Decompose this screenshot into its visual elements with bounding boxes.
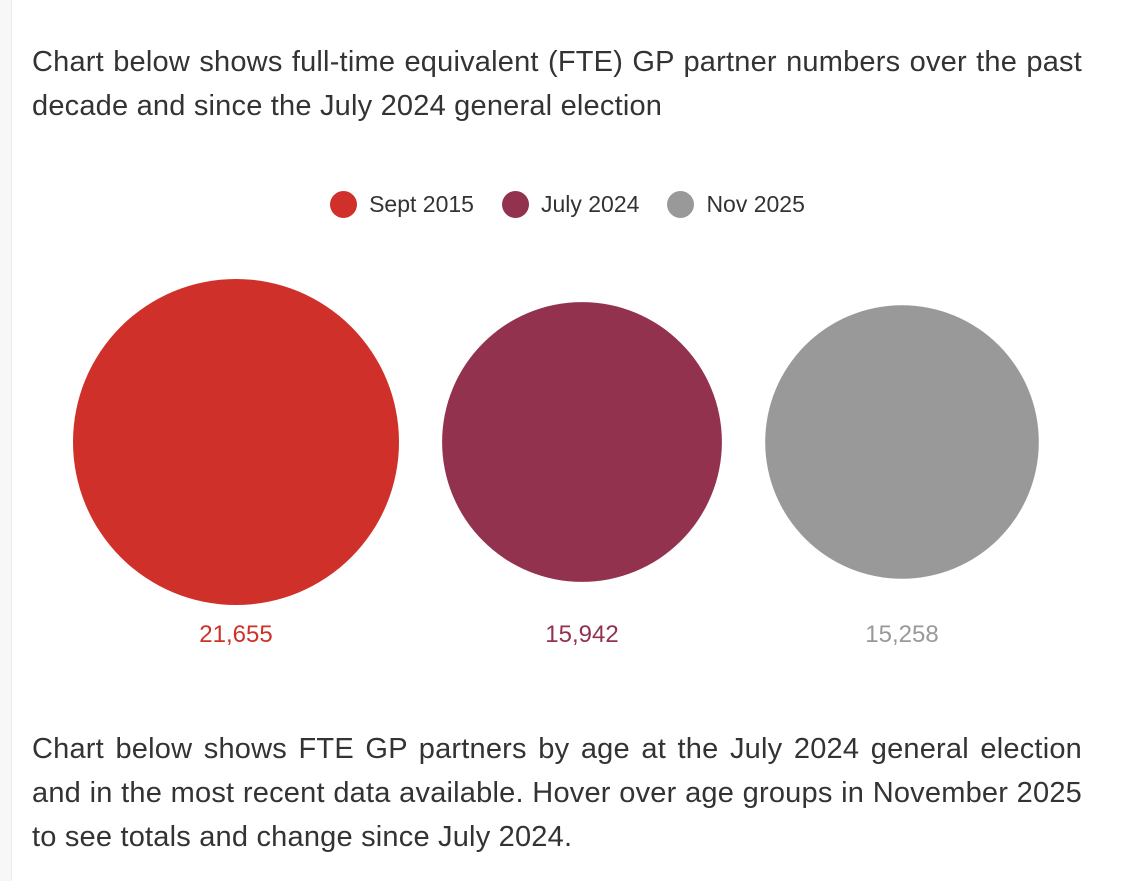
bubble-sept-2015[interactable] (73, 279, 399, 605)
legend-label-sept-2015: Sept 2015 (369, 190, 474, 217)
legend-dot-july-2024 (501, 190, 529, 218)
legend-item-sept-2015[interactable]: Sept 2015 (330, 190, 474, 218)
bubble-nov-2025[interactable] (765, 305, 1039, 579)
legend-dot-nov-2025 (667, 190, 695, 218)
chart-intro-text: Chart below shows full-time equivalent (… (32, 46, 1082, 122)
legend-label-july-2024: July 2024 (540, 190, 640, 217)
chart-legend: Sept 2015 July 2024 Nov 2025 (0, 183, 1121, 225)
next-chart-intro-text: Chart below shows FTE GP partners by age… (32, 733, 1082, 853)
legend-item-july-2024[interactable]: July 2024 (501, 190, 640, 218)
bubble-chart: 21,655 15,942 15,258 (73, 279, 1039, 648)
bubble-july-2024[interactable] (442, 302, 722, 582)
legend-label-nov-2025: Nov 2025 (706, 190, 805, 217)
legend-dot-sept-2015 (330, 190, 358, 218)
value-label-nov-2025: 15,258 (865, 621, 938, 648)
value-label-july-2024: 15,942 (545, 621, 618, 648)
legend-item-nov-2025[interactable]: Nov 2025 (667, 190, 805, 218)
left-border (0, 0, 12, 881)
value-label-sept-2015: 21,655 (199, 621, 272, 648)
